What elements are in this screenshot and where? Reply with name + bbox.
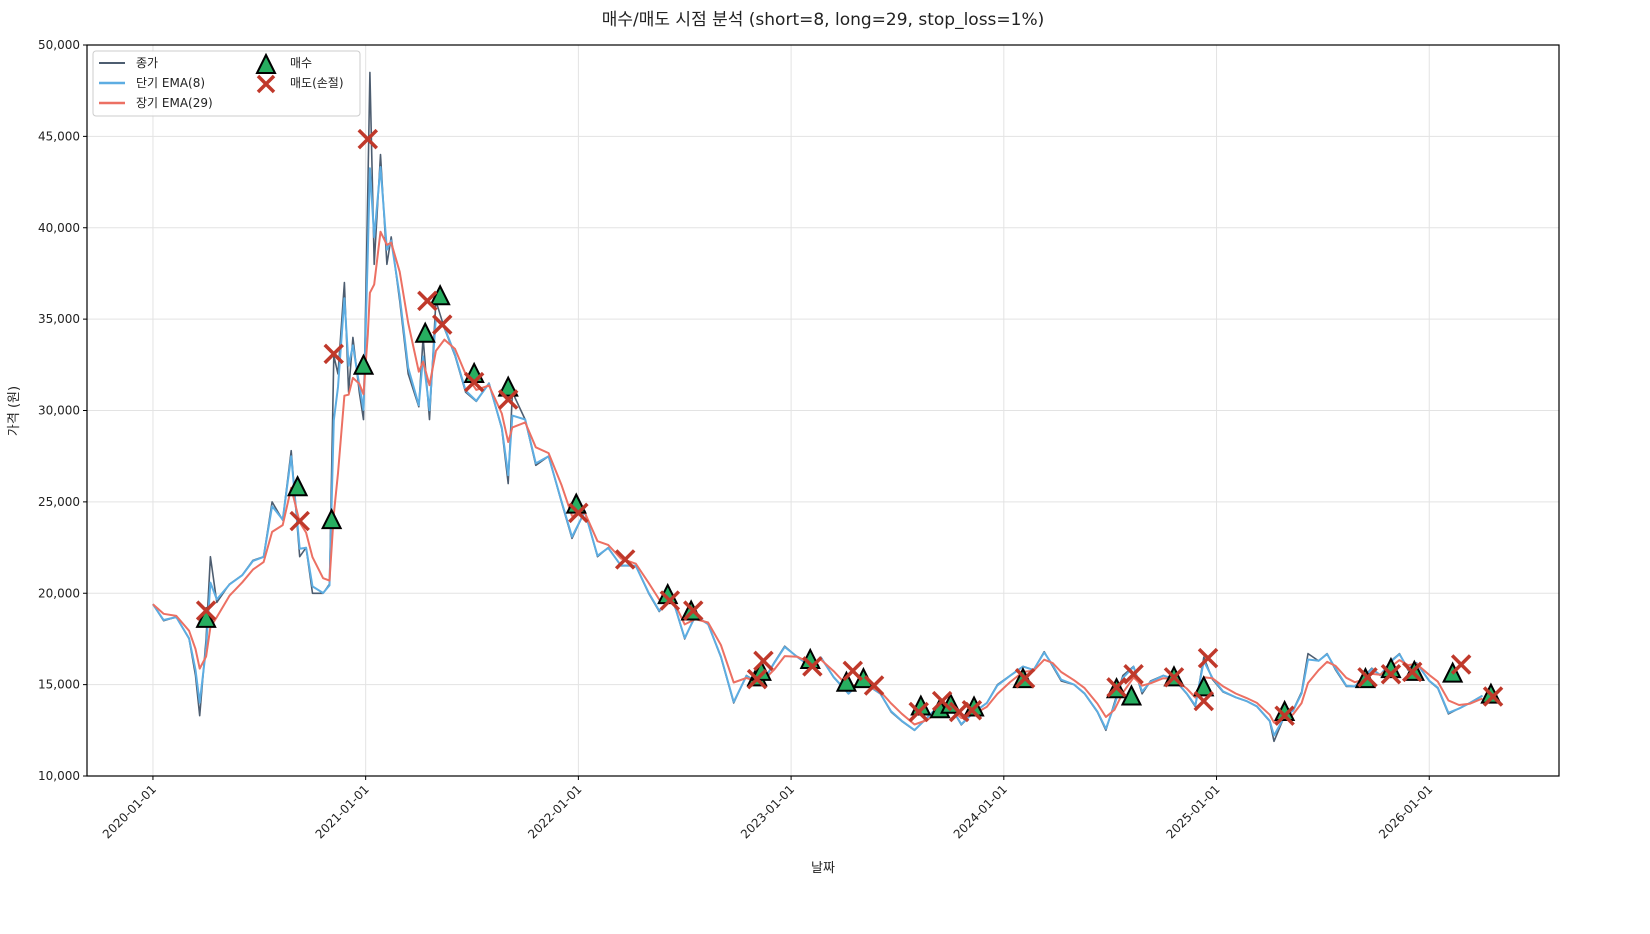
close-price-line [152, 71, 1483, 743]
buy-marker [835, 670, 858, 692]
y-tick-label: 15,000 [38, 678, 80, 692]
sell-marker [842, 660, 864, 682]
sell-marker [931, 690, 953, 712]
buy-marker [414, 321, 436, 343]
sell-marker [1163, 667, 1185, 688]
sell-marker [289, 510, 310, 532]
sell-marker [753, 650, 774, 672]
buy-marker [286, 475, 309, 497]
x-axis: 2020-01-01 2021-01-01 2022-01-01 2023-01-01… [100, 776, 1435, 841]
x-tick-label: 2021-01-01 [313, 782, 372, 841]
y-axis-label: 가격 (원) [7, 386, 22, 436]
legend-sell-label: 매도(손절) [290, 76, 344, 90]
buy-marker [352, 353, 375, 375]
buy-marker [429, 284, 451, 306]
x-tick-label: 2025-01-01 [1163, 782, 1222, 841]
sell-marker [1197, 647, 1219, 669]
buy-marker [497, 375, 519, 397]
sell-marker [614, 549, 636, 570]
sell-marker [1380, 663, 1402, 685]
x-tick-label: 2022-01-01 [525, 782, 584, 841]
y-tick-label: 50,000 [38, 38, 80, 52]
y-tick-label: 40,000 [38, 221, 80, 235]
buy-marker [195, 606, 217, 628]
sell-marker [1014, 667, 1036, 689]
chart-title: 매수/매도 시점 분석 (short=8, long=29, stop_loss… [602, 10, 1045, 30]
sell-marker [1357, 667, 1378, 688]
sell-marker [1106, 677, 1127, 698]
sell-marker [802, 656, 823, 677]
sell-marker [1482, 686, 1504, 707]
markers-group [195, 128, 1504, 726]
grid [87, 44, 1559, 777]
y-tick-label: 20,000 [38, 586, 80, 600]
legend-short-label: 단기 EMA(8) [136, 76, 205, 90]
buy-marker [463, 361, 485, 383]
sell-marker [683, 600, 704, 621]
legend-sell-x-icon [256, 74, 276, 94]
legend-buy-label: 매수 [290, 56, 312, 70]
legend: 종가 단기 EMA(8) 장기 EMA(29) 매수 매도(손절) [92, 50, 361, 117]
legend-buy-triangle-icon [255, 52, 277, 74]
series-group [152, 71, 1483, 743]
sell-marker [417, 290, 438, 312]
y-tick-label: 30,000 [38, 404, 80, 418]
sell-marker [568, 502, 589, 524]
sell-marker [323, 343, 344, 365]
buy-marker [852, 666, 875, 689]
sell-marker [863, 675, 885, 696]
x-tick-label: 2024-01-01 [951, 782, 1010, 841]
sell-marker [497, 389, 519, 410]
buy-marker [1193, 675, 1215, 697]
sell-marker [1274, 705, 1295, 726]
y-tick-label: 25,000 [38, 495, 80, 509]
sell-marker [1123, 663, 1144, 685]
sell-marker [908, 701, 929, 723]
sell-marker [1401, 661, 1423, 683]
sell-marker [431, 314, 453, 335]
buy-marker [321, 507, 343, 530]
sell-marker [195, 600, 217, 621]
legend-box [92, 50, 361, 117]
short-ema-line [152, 166, 1483, 737]
sell-marker [1193, 690, 1214, 712]
x-tick-label: 2023-01-01 [738, 782, 797, 841]
y-tick-label: 10,000 [38, 769, 80, 783]
buy-marker [1120, 684, 1143, 706]
x-tick-label: 2026-01-01 [1376, 782, 1435, 841]
y-tick-label: 45,000 [38, 129, 80, 143]
y-tick-label: 35,000 [38, 312, 80, 326]
long-ema-line [152, 230, 1483, 726]
y-axis: 10,000 15,000 20,000 25,000 30,000 35,000 40,0… [38, 38, 87, 783]
sell-marker [463, 371, 485, 393]
sell-marker [659, 590, 681, 611]
legend-long-label: 장기 EMA(29) [136, 96, 213, 110]
sell-marker [357, 128, 379, 150]
x-tick-label: 2020-01-01 [100, 782, 159, 841]
legend-close-label: 종가 [136, 56, 158, 70]
sell-marker [961, 699, 983, 721]
x-axis-label: 날짜 [811, 861, 835, 876]
sell-marker [1450, 654, 1472, 675]
sell-marker [746, 668, 768, 690]
